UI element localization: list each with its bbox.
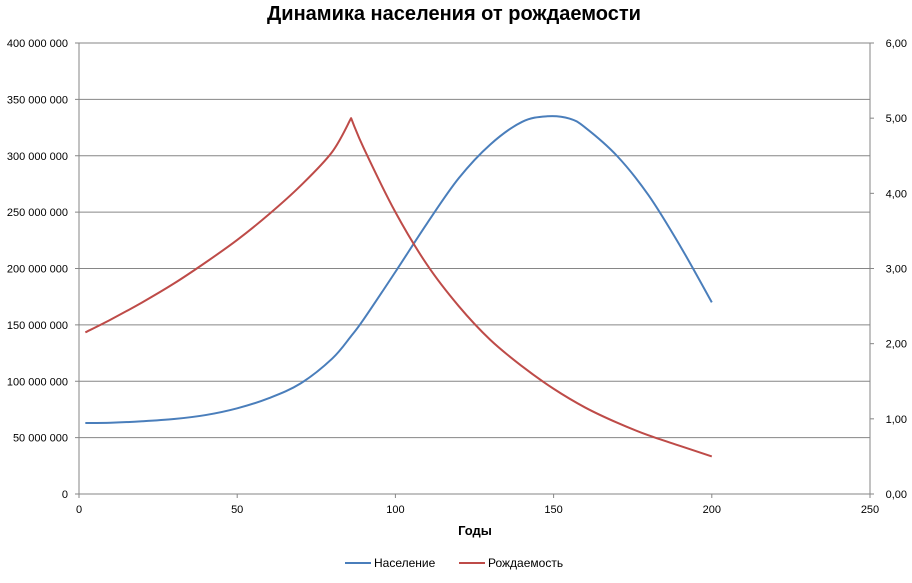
right-y-tick-label: 3,00: [886, 264, 907, 276]
left-y-tick-label: 150 000 000: [7, 320, 68, 332]
legend-label: Рождаемость: [488, 556, 563, 570]
series-line-2: [84, 117, 713, 458]
legend: Население Рождаемость: [345, 556, 563, 570]
right-y-tick-label: 0,00: [886, 489, 907, 501]
left-y-axis-tick-labels: 0 50 000 000 100 000 000 150 000 000 200 000…: [7, 38, 68, 501]
axes: [75, 42, 874, 498]
series-line-1: [85, 115, 713, 424]
legend-label: Население: [374, 556, 436, 570]
right-y-tick-label: 5,00: [886, 113, 907, 125]
x-axis-title: Годы: [458, 523, 492, 538]
right-y-tick-label: 4,00: [886, 188, 907, 200]
left-y-tick-label: 250 000 000: [7, 207, 68, 219]
x-tick-label: 100: [386, 504, 404, 516]
left-y-tick-label: 200 000 000: [7, 264, 68, 276]
right-y-tick-label: 1,00: [886, 414, 907, 426]
left-y-tick-label: 300 000 000: [7, 151, 68, 163]
x-tick-label: 50: [231, 504, 243, 516]
right-y-tick-label: 2,00: [886, 339, 907, 351]
x-axis-tick-labels: 0 50 100 150 200 250: [76, 504, 879, 516]
x-tick-label: 200: [703, 504, 721, 516]
x-tick-label: 150: [544, 504, 562, 516]
left-y-tick-label: 100 000 000: [7, 376, 68, 388]
x-tick-label: 0: [76, 504, 82, 516]
right-y-tick-label: 6,00: [886, 38, 907, 50]
gridlines: [79, 42, 870, 439]
left-y-tick-label: 0: [62, 489, 68, 501]
series-lines: [84, 115, 713, 458]
x-tick-label: 250: [861, 504, 879, 516]
left-y-tick-label: 400 000 000: [7, 38, 68, 50]
left-y-tick-label: 50 000 000: [13, 433, 68, 445]
right-y-axis-tick-labels: 0,00 1,00 2,00 3,00 4,00 5,00 6,00: [886, 38, 907, 501]
chart-title: Динамика населения от рождаемости: [267, 3, 641, 25]
left-y-tick-label: 350 000 000: [7, 94, 68, 106]
